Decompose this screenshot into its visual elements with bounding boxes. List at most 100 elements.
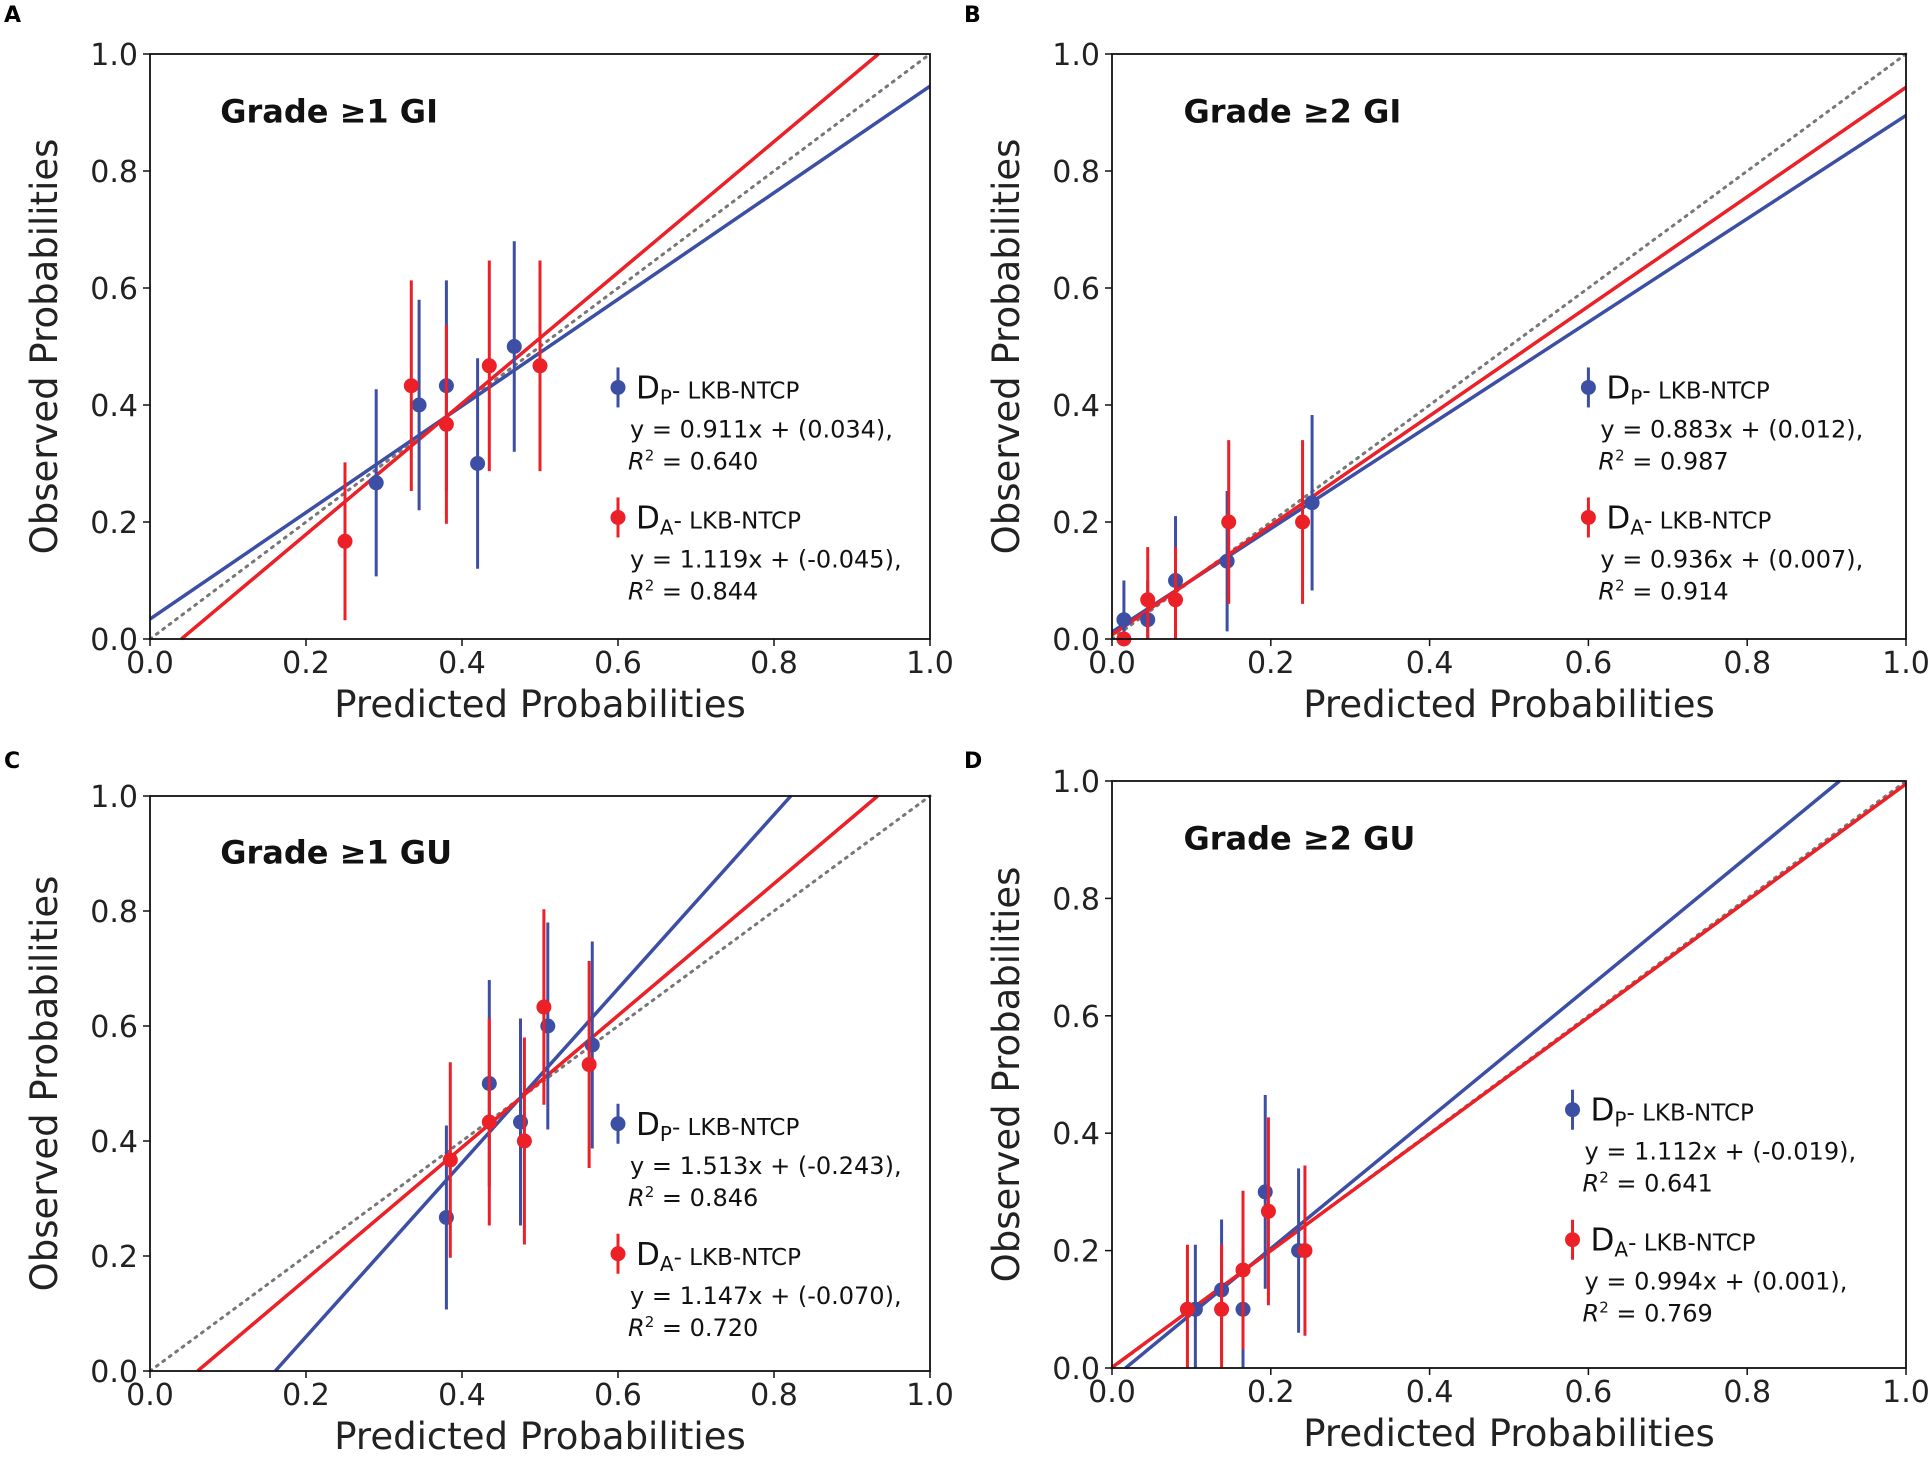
fit-line-A: [180, 52, 880, 641]
legend-r2: R2 = 0.844: [628, 576, 758, 605]
legend-equation: y = 0.936x + (0.007),: [1600, 545, 1863, 573]
legend-label: DA- LKB-NTCP: [1606, 500, 1771, 539]
plot-area: [148, 52, 932, 641]
panel-label: D: [964, 749, 982, 774]
data-point: [581, 1057, 597, 1073]
y-axis-label: Observed Probabilities: [23, 139, 66, 555]
legend-label: DP- LKB-NTCP: [636, 370, 799, 409]
x-tick-label: 0.8: [750, 646, 798, 681]
y-tick-label: 0.4: [90, 389, 138, 424]
y-tick-label: 0.2: [90, 506, 138, 541]
legend-r2: R2 = 0.720: [628, 1313, 758, 1342]
plot-area: [148, 794, 932, 1373]
legend-r2: R2 = 0.640: [628, 446, 758, 475]
data-point: [1297, 1243, 1313, 1259]
legend-equation: y = 0.911x + (0.034),: [630, 415, 893, 443]
data-point: [337, 533, 353, 549]
y-tick-label: 0.4: [1052, 389, 1100, 424]
x-tick-label: 0.4: [438, 1378, 486, 1413]
legend-model: - LKB-NTCP: [1626, 1101, 1754, 1127]
legend-d: D: [636, 370, 660, 406]
legend-marker: [610, 1116, 626, 1132]
legend-model: - LKB-NTCP: [1644, 508, 1772, 534]
x-tick-label: 0.0: [1088, 646, 1136, 681]
legend-model: - LKB-NTCP: [1628, 1231, 1756, 1257]
x-tick-label: 0.4: [438, 646, 486, 681]
legend-equation: y = 1.147x + (-0.070),: [630, 1282, 902, 1310]
y-axis-label: Observed Probabilities: [23, 876, 66, 1292]
data-point: [1179, 1301, 1195, 1317]
data-point: [442, 1152, 458, 1168]
legend-label: DA- LKB-NTCP: [636, 500, 801, 539]
x-tick-label: 0.6: [594, 646, 642, 681]
data-point: [481, 1114, 497, 1130]
y-tick-label: 0.8: [1052, 155, 1100, 190]
legend-d: D: [1591, 1093, 1615, 1129]
legend-label: DP- LKB-NTCP: [1591, 1093, 1754, 1132]
data-point: [438, 416, 454, 432]
x-tick-label: 0.2: [1247, 646, 1295, 681]
data-point: [411, 397, 427, 413]
x-axis-label: Predicted Probabilities: [334, 1415, 745, 1458]
legend-label: DA- LKB-NTCP: [1591, 1223, 1756, 1262]
chart-title: Grade ≥1 GU: [220, 834, 452, 872]
data-point: [532, 358, 548, 374]
legend-subscript: A: [660, 1252, 674, 1276]
panel-label: B: [964, 3, 981, 28]
legend-equation: y = 1.513x + (-0.243),: [630, 1152, 902, 1180]
fit-line-P: [1111, 113, 1907, 634]
plot-area: [1110, 52, 1908, 647]
legend-model: - LKB-NTCP: [674, 508, 802, 534]
legend-marker: [610, 509, 626, 525]
legend-marker: [610, 379, 626, 395]
x-axis-label: Predicted Probabilities: [1303, 683, 1714, 726]
data-point: [1304, 495, 1320, 511]
legend-equation: y = 0.883x + (0.012),: [1600, 415, 1863, 443]
y-tick-label: 0.6: [1052, 1000, 1100, 1035]
legend-d: D: [1591, 1223, 1615, 1259]
legend-marker: [1565, 1102, 1581, 1118]
y-tick-label: 0.6: [90, 1010, 138, 1045]
chart-title: Grade ≥2 GI: [1183, 93, 1401, 131]
panel-A: A 0.0 0.2 0.4 0.6 0.8 1.0 0.0 0.2 0.4 0.6 0.8 1.0 Pre…: [4, 3, 954, 726]
axes-frame: [1111, 53, 1907, 640]
fit-line-A: [1111, 85, 1907, 637]
data-point: [1214, 1301, 1230, 1317]
legend-label: DP- LKB-NTCP: [1606, 370, 1769, 409]
legend-d: D: [636, 1237, 660, 1273]
legend-subscript: P: [1614, 1108, 1626, 1132]
data-point: [536, 999, 552, 1015]
legend-r2: R2 = 0.846: [628, 1183, 758, 1212]
panel-D: D 0.0 0.2 0.4 0.6 0.8 1.0 0.0 0.2 0.4 0.6 0.8 1.0 Pre…: [964, 749, 1930, 1455]
y-tick-label: 0.2: [1052, 1235, 1100, 1270]
data-point: [1140, 592, 1156, 608]
data-point: [516, 1133, 532, 1149]
y-tick-label: 0.6: [90, 272, 138, 307]
legend-label: DP- LKB-NTCP: [636, 1107, 799, 1146]
x-tick-label: 0.8: [1723, 646, 1771, 681]
data-point: [584, 1037, 600, 1053]
data-point: [1116, 612, 1132, 628]
y-tick-label: 1.0: [90, 780, 138, 815]
chart-title: Grade ≥1 GI: [220, 93, 438, 131]
y-tick-label: 0.6: [1052, 272, 1100, 307]
legend-subscript: P: [660, 1122, 672, 1146]
x-tick-label: 0.6: [1565, 1375, 1613, 1410]
panel-B: B 0.0 0.2 0.4 0.6 0.8 1.0 0.0 0.2 0.4 0.6 0.8 1.0 Pre…: [964, 3, 1930, 726]
y-tick-label: 0.0: [90, 623, 138, 658]
fit-line-P: [273, 794, 793, 1373]
fit-line-A: [196, 794, 879, 1373]
legend-d: D: [636, 500, 660, 536]
y-tick-label: 0.2: [1052, 506, 1100, 541]
axes-frame: [149, 795, 931, 1372]
legend-marker: [1580, 509, 1596, 525]
x-axis-label: Predicted Probabilities: [1303, 1412, 1714, 1455]
perfect-calibration-line: [148, 794, 932, 1373]
data-point: [403, 378, 419, 394]
data-point: [368, 475, 384, 491]
plot-area: [1110, 779, 1908, 1370]
perfect-calibration-line: [1110, 779, 1908, 1370]
x-tick-label: 1.0: [1882, 646, 1930, 681]
legend-subscript: P: [660, 385, 672, 409]
data-point: [470, 456, 486, 471]
